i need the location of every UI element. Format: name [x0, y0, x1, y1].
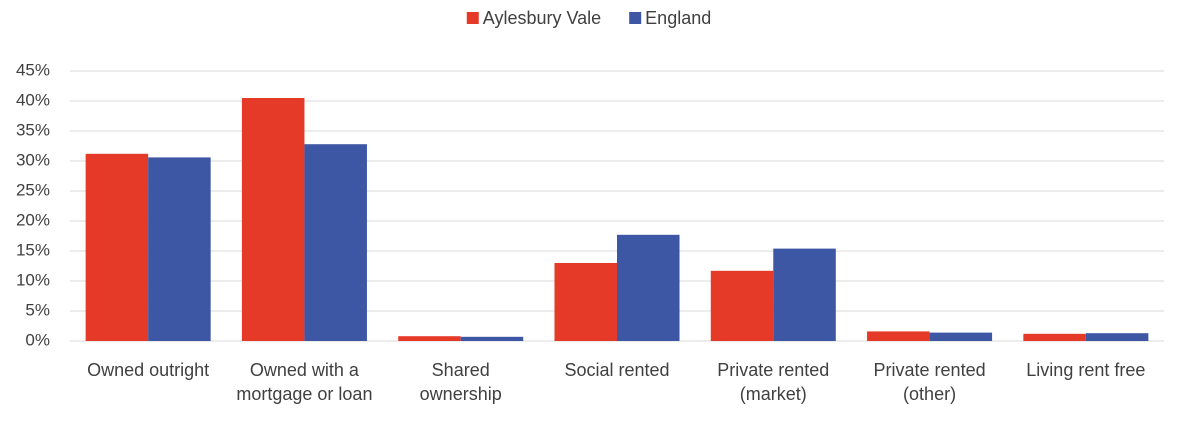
bar	[554, 263, 617, 341]
x-tick-label: Living rent free	[1026, 360, 1146, 380]
bar	[85, 153, 149, 341]
legend-label: Aylesbury Vale	[483, 8, 601, 28]
y-tick-label: 40%	[16, 90, 50, 109]
bar	[617, 234, 680, 341]
legend-label: England	[645, 8, 711, 28]
x-tick-label: Owned outright	[87, 360, 210, 380]
y-tick-label: 5%	[25, 300, 50, 319]
y-tick-label: 30%	[16, 150, 50, 169]
x-tick-label: Owned with a mortgage or loan	[236, 360, 373, 404]
bar	[398, 336, 461, 341]
bar	[1085, 333, 1149, 341]
bar	[241, 98, 305, 341]
bar	[1023, 333, 1086, 341]
y-tick-label: 25%	[16, 180, 50, 199]
legend-swatch	[629, 12, 642, 24]
bar	[929, 332, 993, 341]
y-tick-label: 15%	[16, 240, 50, 259]
y-tick-label: 35%	[16, 120, 50, 139]
x-tick-label: Private rented (other)	[873, 360, 986, 404]
bar	[773, 248, 836, 341]
bar	[304, 144, 367, 341]
x-tick-label: Shared ownership	[419, 360, 502, 404]
y-tick-label: 20%	[16, 210, 50, 229]
bar	[460, 336, 524, 341]
x-tick-label: Social rented	[564, 360, 670, 380]
y-tick-label: 45%	[16, 60, 50, 79]
bar	[867, 331, 930, 341]
x-tick-label: Private rented (market)	[717, 360, 830, 404]
y-tick-label: 10%	[16, 270, 50, 289]
bar	[710, 270, 774, 341]
y-tick-label: 0%	[25, 330, 50, 349]
legend-swatch	[466, 12, 479, 24]
bar	[148, 157, 211, 341]
